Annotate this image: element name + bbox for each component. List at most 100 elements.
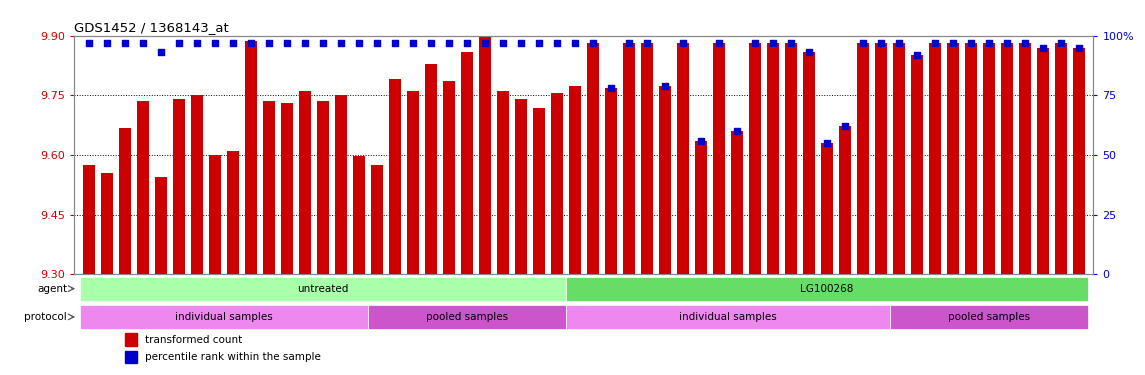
Bar <box>80 305 368 329</box>
Point <box>421 40 440 46</box>
Bar <box>839 126 851 274</box>
Point <box>440 40 458 46</box>
Point <box>800 50 819 55</box>
Bar <box>299 90 310 375</box>
Point <box>836 123 854 129</box>
Point <box>692 138 710 144</box>
Bar <box>623 43 634 274</box>
Point <box>188 40 206 46</box>
Point <box>368 40 386 46</box>
Bar <box>408 92 419 375</box>
Bar <box>1037 48 1049 274</box>
Bar <box>890 305 1088 329</box>
Bar <box>126 333 136 346</box>
Bar <box>368 305 566 329</box>
Text: agent: agent <box>37 284 68 294</box>
Point <box>314 40 332 46</box>
Point <box>332 40 350 46</box>
Point <box>295 40 314 46</box>
Point <box>151 50 169 55</box>
Point <box>764 40 782 46</box>
Bar <box>767 43 779 274</box>
Bar <box>911 55 923 274</box>
Point <box>1052 40 1071 46</box>
Bar <box>389 80 401 375</box>
Point <box>386 40 404 46</box>
Bar <box>893 43 905 274</box>
Bar <box>335 94 347 375</box>
Bar <box>984 43 995 274</box>
Point <box>242 40 260 46</box>
Bar <box>371 165 382 375</box>
Point <box>260 40 278 46</box>
Point <box>169 40 188 46</box>
Point <box>745 40 764 46</box>
Bar <box>605 88 617 274</box>
Point <box>530 40 548 46</box>
Bar <box>263 101 275 375</box>
Point <box>818 140 836 146</box>
Bar <box>875 43 887 274</box>
Bar <box>1019 43 1030 274</box>
Bar <box>443 81 455 375</box>
Bar <box>245 41 256 375</box>
Point <box>97 40 116 46</box>
Bar <box>80 277 566 300</box>
Bar <box>930 43 941 274</box>
Point <box>566 40 584 46</box>
Text: GDS1452 / 1368143_at: GDS1452 / 1368143_at <box>74 21 229 34</box>
Point <box>980 40 998 46</box>
Point <box>584 40 602 46</box>
Bar <box>641 43 653 274</box>
Text: LG100268: LG100268 <box>800 284 854 294</box>
Point <box>547 40 566 46</box>
Bar <box>821 143 832 274</box>
Bar <box>551 93 563 375</box>
Bar <box>677 43 689 274</box>
Point <box>673 40 692 46</box>
Bar <box>732 131 743 274</box>
Point <box>656 83 674 89</box>
Bar <box>101 173 112 375</box>
Text: pooled samples: pooled samples <box>426 312 508 322</box>
Bar <box>353 156 365 375</box>
Point <box>1016 40 1034 46</box>
Bar <box>803 53 815 274</box>
Point <box>782 40 800 46</box>
Text: protocol: protocol <box>24 312 68 322</box>
Text: transformed count: transformed count <box>144 335 242 345</box>
Bar <box>173 99 184 375</box>
Point <box>476 40 495 46</box>
Point <box>728 128 747 134</box>
Bar <box>119 128 131 375</box>
Point <box>962 40 980 46</box>
Bar <box>858 43 869 274</box>
Bar <box>785 43 797 274</box>
Bar <box>227 151 238 375</box>
Point <box>926 40 945 46</box>
Text: individual samples: individual samples <box>175 312 273 322</box>
Point <box>278 40 297 46</box>
Bar <box>479 36 491 375</box>
Bar <box>515 99 527 375</box>
Point <box>116 40 134 46</box>
Bar <box>126 351 136 363</box>
Bar <box>191 95 203 375</box>
Point <box>512 40 530 46</box>
Bar <box>425 64 436 375</box>
Bar <box>569 86 581 375</box>
Point <box>404 40 423 46</box>
Point <box>871 40 890 46</box>
Point <box>1069 45 1088 51</box>
Bar <box>210 154 221 375</box>
Point <box>943 40 962 46</box>
Point <box>80 40 98 46</box>
Bar <box>155 177 167 375</box>
Bar <box>749 43 760 274</box>
Bar <box>947 43 958 274</box>
Bar <box>461 51 473 375</box>
Bar <box>1001 43 1013 274</box>
Point <box>908 52 926 58</box>
Bar <box>965 43 977 274</box>
Point <box>890 40 908 46</box>
